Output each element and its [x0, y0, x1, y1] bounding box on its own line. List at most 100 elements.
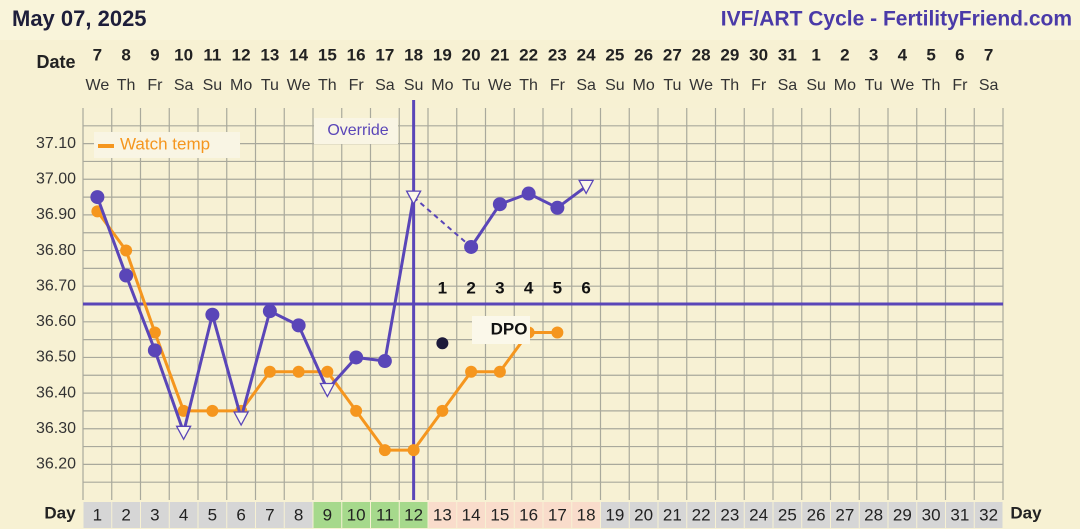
x-tick-label: 16: [519, 505, 538, 524]
weekday-label: Tu: [261, 77, 279, 94]
x-tick-label: 11: [376, 505, 394, 524]
weekday-label: Mo: [834, 77, 856, 94]
day-cell: [744, 502, 773, 528]
day-cell: [831, 502, 859, 528]
x-tick-label: 20: [634, 505, 653, 524]
day-cell: [687, 502, 715, 528]
series-group: [91, 205, 564, 457]
point: [120, 244, 133, 257]
weekday-label: Fr: [751, 77, 767, 94]
day-cell: [313, 502, 342, 528]
y-tick-label: 36.30: [36, 420, 76, 437]
day-cell: [514, 502, 543, 528]
date-label: 4: [898, 45, 908, 64]
y-tick-label: 36.70: [36, 277, 76, 294]
y-tick-label: 36.60: [36, 313, 76, 330]
day-cell: [371, 502, 399, 528]
weekday-label: Fr: [349, 77, 365, 94]
x-tick-label: 27: [835, 505, 854, 524]
dpo-box: [472, 316, 530, 344]
x-tick-label: 25: [778, 505, 797, 524]
day-cell: [227, 502, 255, 528]
date-label: 11: [203, 45, 221, 64]
date-label: 20: [462, 45, 481, 64]
x-tick-label: 22: [692, 505, 711, 524]
weekday-label: We: [689, 77, 713, 94]
weekday-label: Th: [318, 77, 337, 94]
legend-box: [94, 132, 240, 158]
day-cell: [716, 502, 744, 528]
point: [206, 404, 219, 417]
point: [493, 365, 506, 378]
weekday-label: We: [488, 77, 512, 94]
date-label: 26: [634, 45, 653, 64]
series-group: [436, 337, 449, 350]
date-label: 10: [174, 45, 193, 64]
weekday-label: We: [86, 77, 110, 94]
date-label: 1: [811, 45, 820, 64]
day-cell: [284, 502, 313, 528]
weekday-label: Th: [922, 77, 941, 94]
dpo-number: 6: [581, 278, 590, 297]
site-title: IVF/ART Cycle - FertilityFriend.com: [721, 8, 1072, 31]
point: [465, 365, 478, 378]
date-label: 15: [318, 45, 337, 64]
x-tick-label: 6: [236, 505, 245, 524]
weekday-label: Tu: [865, 77, 883, 94]
point: [407, 444, 420, 457]
open-triangle-point: [405, 190, 422, 206]
point: [550, 200, 565, 215]
day-cell: [888, 502, 917, 528]
day-cell: [141, 502, 169, 528]
date-label: 7: [984, 45, 993, 64]
x-tick-label: 8: [294, 505, 303, 524]
x-tick-label: 28: [864, 505, 883, 524]
day-cell: [457, 502, 485, 528]
day-cell: [859, 502, 888, 528]
point: [148, 326, 161, 339]
date-label: 6: [955, 45, 964, 64]
weekday-label: Th: [519, 77, 538, 94]
date-label: 9: [150, 45, 159, 64]
date-label: 2: [840, 45, 849, 64]
weekday-label: Su: [605, 77, 625, 94]
date-label: 21: [490, 45, 509, 64]
date-label: 30: [749, 45, 768, 64]
point: [263, 365, 276, 378]
day-cell: [974, 502, 1003, 528]
open-triangle-point: [319, 382, 336, 398]
point: [292, 365, 305, 378]
date-label: 8: [121, 45, 130, 64]
day-cell: [601, 502, 629, 528]
date-label: 28: [692, 45, 711, 64]
y-tick-label: 36.50: [36, 349, 76, 366]
dpo-label: DPO: [491, 319, 528, 338]
point: [464, 239, 479, 254]
day-cell: [342, 502, 370, 528]
x-tick-label: 14: [462, 505, 481, 524]
day-cell: [256, 502, 284, 528]
point: [378, 444, 391, 457]
weekday-label: Mo: [230, 77, 252, 94]
x-tick-label: 3: [150, 505, 159, 524]
weekday-label: Sa: [174, 77, 194, 94]
series-group: [90, 179, 595, 441]
day-cell: [802, 502, 830, 528]
weekday-label: Su: [203, 77, 223, 94]
point: [147, 343, 162, 358]
date-label: 7: [93, 45, 102, 64]
day-cell: [486, 502, 514, 528]
day-cell: [83, 502, 112, 528]
day-cell: [658, 502, 687, 528]
dpo-number: 1: [438, 278, 447, 297]
x-tick-label: 29: [893, 505, 912, 524]
day-cell: [428, 502, 457, 528]
override-box: [314, 118, 398, 144]
y-tick-label: 36.80: [36, 242, 76, 259]
x-tick-label: 31: [950, 505, 969, 524]
y-tick-label: 37.10: [36, 135, 76, 152]
date-label: 27: [663, 45, 682, 64]
point: [205, 307, 220, 322]
weekday-label: Tu: [462, 77, 480, 94]
